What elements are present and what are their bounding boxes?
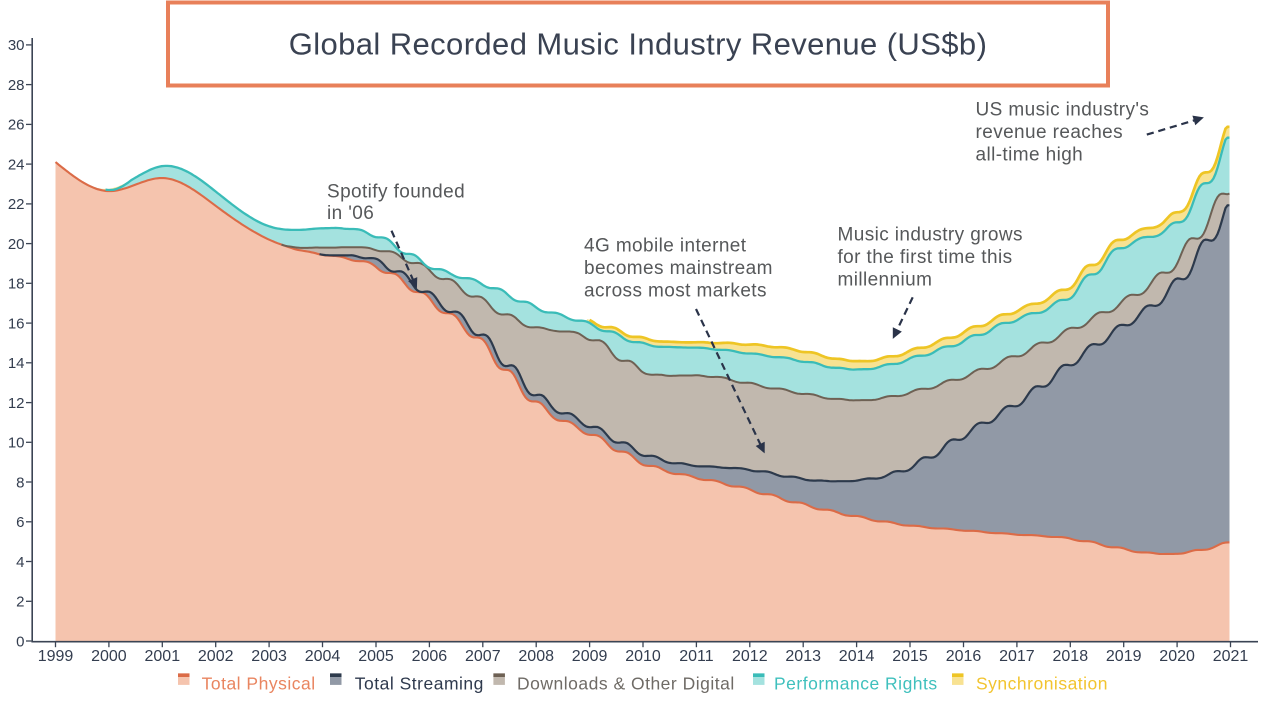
- svg-text:2019: 2019: [1106, 648, 1142, 665]
- svg-text:Downloads & Other Digital: Downloads & Other Digital: [517, 674, 735, 694]
- svg-text:2005: 2005: [358, 648, 394, 665]
- svg-text:30: 30: [8, 37, 25, 54]
- svg-text:2001: 2001: [145, 648, 181, 665]
- svg-text:becomes mainstream: becomes mainstream: [584, 258, 773, 279]
- svg-text:all-time high: all-time high: [976, 144, 1084, 165]
- svg-text:Performance Rights: Performance Rights: [774, 674, 938, 694]
- svg-text:Spotify founded: Spotify founded: [327, 182, 465, 203]
- svg-text:0: 0: [16, 633, 24, 650]
- svg-text:16: 16: [8, 315, 25, 332]
- svg-text:2013: 2013: [785, 648, 821, 665]
- svg-text:2017: 2017: [999, 648, 1035, 665]
- svg-text:Total Physical: Total Physical: [202, 674, 316, 694]
- svg-text:2007: 2007: [465, 648, 501, 665]
- svg-text:2021: 2021: [1213, 648, 1249, 665]
- svg-text:2014: 2014: [839, 648, 875, 665]
- svg-text:US music industry's: US music industry's: [976, 100, 1150, 121]
- svg-text:12: 12: [8, 395, 25, 412]
- svg-text:millennium: millennium: [838, 269, 933, 290]
- svg-text:for the first time this: for the first time this: [838, 247, 1013, 268]
- svg-text:2008: 2008: [518, 648, 554, 665]
- svg-text:2002: 2002: [198, 648, 234, 665]
- svg-text:2010: 2010: [625, 648, 661, 665]
- svg-text:2: 2: [16, 594, 24, 611]
- svg-text:2020: 2020: [1159, 648, 1195, 665]
- svg-text:in '06: in '06: [327, 203, 374, 224]
- svg-text:2006: 2006: [412, 648, 448, 665]
- svg-text:2009: 2009: [572, 648, 608, 665]
- svg-text:8: 8: [16, 474, 24, 491]
- svg-text:2012: 2012: [732, 648, 768, 665]
- svg-text:Synchronisation: Synchronisation: [976, 674, 1108, 694]
- svg-text:22: 22: [8, 196, 25, 213]
- svg-text:2004: 2004: [305, 648, 341, 665]
- svg-text:2003: 2003: [251, 648, 287, 665]
- svg-text:24: 24: [8, 156, 25, 173]
- svg-text:2015: 2015: [892, 648, 928, 665]
- svg-text:4G mobile internet: 4G mobile internet: [584, 236, 747, 257]
- svg-text:Total Streaming: Total Streaming: [355, 674, 484, 694]
- svg-text:20: 20: [8, 236, 25, 253]
- svg-text:6: 6: [16, 514, 24, 531]
- svg-text:28: 28: [8, 77, 25, 94]
- svg-text:across most markets: across most markets: [584, 280, 767, 301]
- svg-text:14: 14: [8, 355, 25, 372]
- svg-text:Music industry grows: Music industry grows: [838, 225, 1023, 246]
- svg-text:Global Recorded Music Industry: Global Recorded Music Industry Revenue (…: [289, 27, 988, 62]
- svg-text:2011: 2011: [679, 648, 714, 665]
- svg-text:revenue reaches: revenue reaches: [976, 122, 1124, 143]
- svg-text:2018: 2018: [1053, 648, 1089, 665]
- svg-text:2000: 2000: [91, 648, 127, 665]
- svg-text:4: 4: [16, 554, 24, 571]
- svg-text:26: 26: [8, 117, 25, 134]
- svg-text:1999: 1999: [38, 648, 74, 665]
- svg-text:10: 10: [8, 435, 25, 452]
- svg-text:2016: 2016: [946, 648, 982, 665]
- svg-text:18: 18: [8, 276, 25, 293]
